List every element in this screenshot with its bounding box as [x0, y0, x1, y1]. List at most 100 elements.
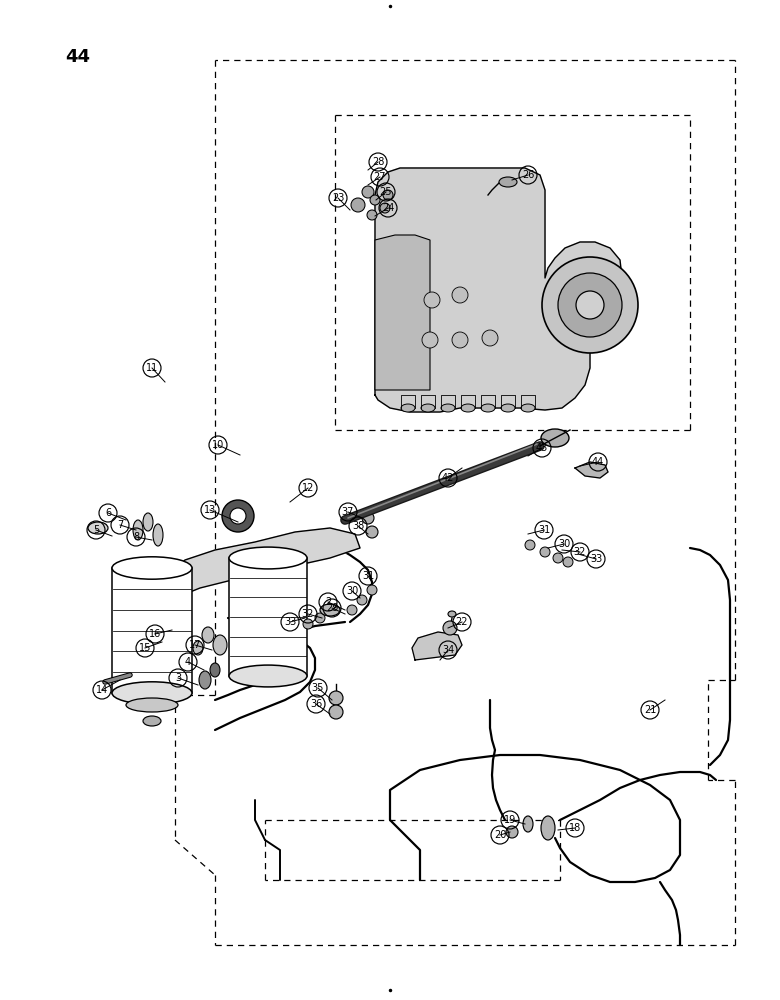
Ellipse shape [213, 635, 227, 655]
Text: 33: 33 [284, 617, 296, 627]
Text: 34: 34 [442, 645, 454, 655]
Text: 7: 7 [117, 520, 123, 530]
Ellipse shape [112, 682, 192, 704]
Ellipse shape [521, 404, 535, 412]
Text: 25: 25 [380, 187, 392, 197]
Ellipse shape [88, 522, 108, 534]
Text: 24: 24 [382, 203, 394, 213]
Text: 15: 15 [139, 643, 151, 653]
Text: 43: 43 [536, 443, 548, 453]
Text: 23: 23 [332, 193, 344, 203]
Ellipse shape [153, 524, 163, 546]
Text: 20: 20 [494, 830, 506, 840]
Polygon shape [575, 462, 608, 478]
Circle shape [506, 826, 518, 838]
Text: 30: 30 [558, 539, 570, 549]
Ellipse shape [320, 604, 340, 616]
Text: 28: 28 [372, 157, 385, 167]
Circle shape [576, 291, 604, 319]
Text: 26: 26 [522, 170, 534, 180]
Ellipse shape [421, 404, 435, 412]
Text: 37: 37 [342, 507, 354, 517]
Circle shape [525, 540, 535, 550]
Circle shape [540, 547, 550, 557]
Text: 31: 31 [362, 571, 374, 581]
Text: 18: 18 [569, 823, 581, 833]
Text: 44: 44 [65, 48, 90, 66]
Circle shape [380, 203, 390, 213]
Text: 21: 21 [644, 705, 656, 715]
Polygon shape [168, 528, 360, 598]
Polygon shape [112, 568, 192, 693]
Circle shape [367, 210, 377, 220]
Circle shape [558, 273, 622, 337]
Ellipse shape [541, 429, 569, 447]
Circle shape [347, 605, 357, 615]
Text: 11: 11 [146, 363, 158, 373]
Polygon shape [375, 235, 430, 390]
Polygon shape [229, 558, 307, 676]
Text: 6: 6 [105, 508, 111, 518]
Text: 22: 22 [456, 617, 468, 627]
Circle shape [366, 526, 378, 538]
Polygon shape [412, 632, 462, 660]
Ellipse shape [193, 641, 203, 655]
Ellipse shape [448, 611, 456, 617]
Text: 35: 35 [312, 683, 324, 693]
Circle shape [422, 332, 438, 348]
Ellipse shape [199, 671, 211, 689]
Circle shape [329, 691, 343, 705]
Text: 17: 17 [189, 640, 201, 650]
Circle shape [351, 198, 365, 212]
Ellipse shape [126, 698, 178, 712]
Circle shape [315, 613, 325, 623]
Circle shape [362, 186, 374, 198]
Text: 30: 30 [346, 586, 358, 596]
Text: 14: 14 [96, 685, 108, 695]
Text: 16: 16 [149, 629, 161, 639]
Circle shape [362, 512, 374, 524]
Circle shape [563, 557, 573, 567]
Ellipse shape [143, 716, 161, 726]
Text: 36: 36 [310, 699, 322, 709]
Text: 5: 5 [93, 525, 99, 535]
Circle shape [357, 595, 367, 605]
Text: 42: 42 [441, 473, 454, 483]
Circle shape [230, 508, 246, 524]
Text: 27: 27 [374, 172, 386, 182]
Ellipse shape [523, 816, 533, 832]
Circle shape [329, 705, 343, 719]
Circle shape [443, 621, 457, 635]
Ellipse shape [461, 404, 475, 412]
Polygon shape [375, 168, 622, 412]
Ellipse shape [143, 513, 153, 531]
Circle shape [222, 500, 254, 532]
Ellipse shape [229, 547, 307, 569]
Text: 2: 2 [325, 597, 332, 607]
Ellipse shape [133, 520, 143, 540]
Circle shape [303, 619, 313, 629]
Circle shape [482, 330, 498, 346]
Circle shape [452, 332, 468, 348]
Circle shape [370, 195, 380, 205]
Circle shape [553, 553, 563, 563]
Text: 3: 3 [175, 673, 181, 683]
Text: 31: 31 [538, 525, 550, 535]
Ellipse shape [501, 404, 515, 412]
Text: 12: 12 [302, 483, 314, 493]
Text: 10: 10 [212, 440, 224, 450]
Text: 13: 13 [204, 505, 216, 515]
Circle shape [424, 292, 440, 308]
Ellipse shape [229, 665, 307, 687]
Text: 8: 8 [133, 532, 139, 542]
Text: 4: 4 [185, 657, 191, 667]
Text: 19: 19 [504, 815, 516, 825]
Circle shape [542, 257, 638, 353]
Ellipse shape [481, 404, 495, 412]
Ellipse shape [202, 627, 214, 643]
Circle shape [367, 585, 377, 595]
Ellipse shape [541, 816, 555, 840]
Circle shape [383, 190, 393, 200]
Ellipse shape [210, 663, 220, 677]
Circle shape [452, 287, 468, 303]
